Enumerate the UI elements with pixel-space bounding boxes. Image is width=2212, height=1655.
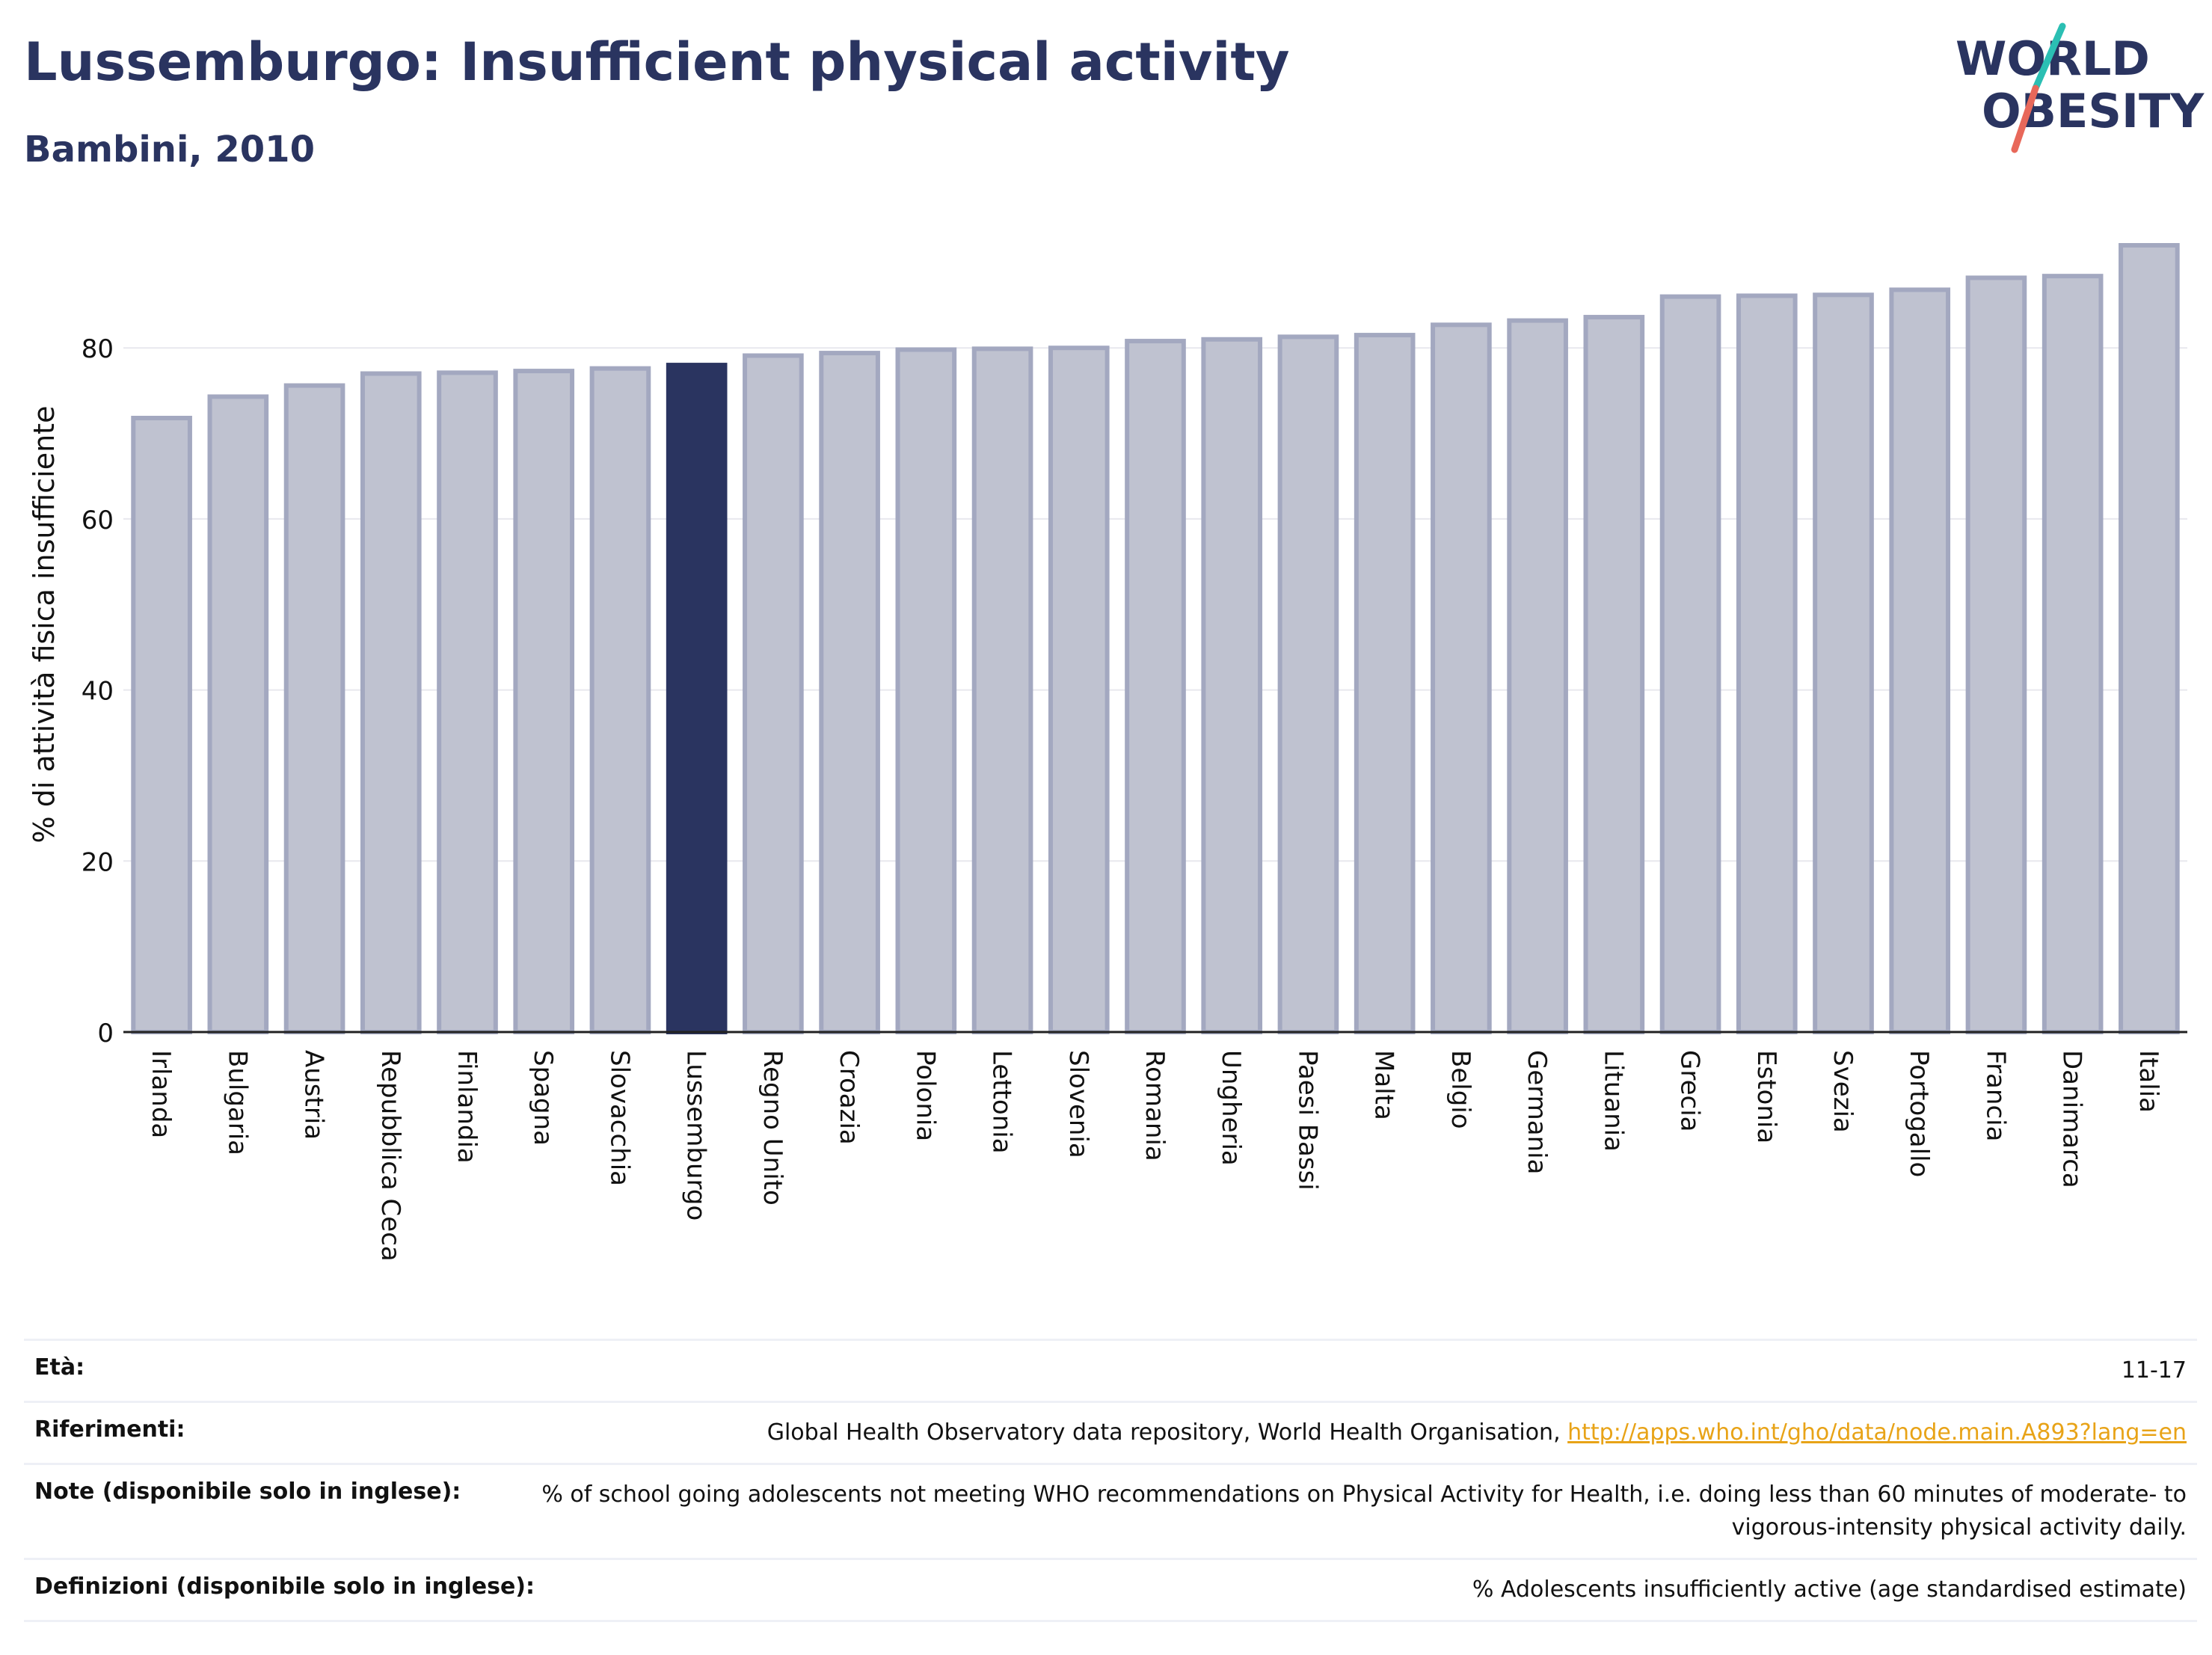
y-axis-label: % di attività fisica insufficiente [28,406,61,844]
x-tick-label: Finlandia [452,1050,482,1164]
x-tick-label: Slovenia [1063,1050,1093,1158]
info-value-text: % Adolescents insufficiently active (age… [1472,1576,2187,1603]
x-tick-label: Polonia [910,1050,940,1141]
bar-lettonia [971,346,1033,1035]
bar-svezia [1813,292,1874,1035]
info-value-text: Global Health Observatory data repositor… [766,1419,1568,1446]
chart-subtitle: Bambini, 2010 [24,129,315,171]
info-row: Note (disponibile solo in inglese): % of … [24,1463,2197,1558]
bar-romania [1125,339,1186,1034]
info-value-text: 11-17 [2121,1357,2187,1384]
bar-bulgaria [207,394,269,1034]
y-tick-label: 0 [97,1019,114,1048]
x-tick-label: Ungheria [1216,1050,1246,1166]
bar-grecia [1659,294,1721,1034]
bar-malta [1354,333,1416,1034]
y-tick-label: 40 [82,677,114,707]
bar-irlanda [131,415,192,1034]
info-value: Global Health Observatory data repositor… [767,1416,2187,1449]
x-tick-label: Repubblica Ceca [375,1050,405,1262]
bar-slovacchia [589,366,651,1034]
chart-title: Lussemburgo: Insufficient physical activ… [24,31,1290,93]
bar-chart: 0 20 40 60 80 Irlanda Bulgaria Austria Repubblic… [28,243,2187,1262]
x-tick-label: Lussemburgo [681,1050,711,1220]
bar-estonia [1736,293,1798,1034]
x-tick-label: Danimarca [2057,1050,2087,1188]
info-value: 11-17 [2122,1354,2187,1387]
info-row: Riferimenti: Global Health Observatory da… [24,1401,2197,1463]
bar-portogallo [1889,287,1951,1034]
info-label: Definizioni (disponibile solo in inglese… [34,1573,535,1600]
info-value: % Adolescents insufficiently active (age… [1472,1573,2187,1606]
logo-slash-top [2032,22,2066,92]
info-row: Definizioni (disponibile solo in inglese… [24,1558,2197,1622]
bar-ungheria [1201,337,1263,1035]
x-tick-label: Paesi Bassi [1292,1050,1322,1191]
x-tick-label: Spagna [528,1050,558,1146]
bar-finlandia [437,370,498,1035]
info-row: Età: 11-17 [24,1339,2197,1401]
info-value: % of school going adolescents not meetin… [541,1479,2187,1544]
x-tick-label: Estonia [1751,1050,1781,1143]
x-tick-label: Lettonia [987,1050,1017,1154]
bar-lussemburgo [666,363,728,1034]
bar-danimarca [2042,274,2104,1034]
bar-germania [1507,318,1568,1034]
y-tick-label: 80 [82,334,114,364]
bar-polonia [895,347,957,1034]
x-tick-label: Italia [2133,1050,2163,1113]
bar-francia [1965,275,2027,1035]
x-tick-label: Regno Unito [758,1050,787,1206]
info-label: Età: [34,1354,85,1381]
x-tick-label: Croazia [834,1050,864,1145]
x-tick-label: Svezia [1828,1050,1858,1133]
x-tick-label: Romania [1140,1050,1170,1161]
bar-regno-unito [743,353,804,1035]
info-table: Età: 11-17 Riferimenti: Global Health Obser… [24,1339,2197,1622]
info-label: Riferimenti: [34,1416,185,1443]
bar-italia [2119,243,2180,1034]
bars [131,243,2180,1035]
bar-lituania [1583,315,1645,1034]
x-tick-label: Malta [1369,1050,1399,1120]
bar-austria [283,383,345,1034]
x-tick-label: Grecia [1675,1050,1705,1132]
x-tick-label: Francia [1980,1050,2010,1141]
info-value-text: % of school going adolescents not meetin… [541,1481,2187,1541]
y-tick-label: 60 [82,506,114,535]
x-tick-label: Belgio [1446,1050,1475,1129]
y-tick-label: 20 [82,847,114,877]
bar-paesi-bassi [1277,334,1339,1034]
x-tick-label: Bulgaria [222,1050,252,1155]
bar-belgio [1431,322,1492,1034]
x-tick-label: Irlanda [146,1050,176,1138]
x-tick-label: Lituania [1598,1050,1628,1152]
reference-link[interactable]: http://apps.who.int/gho/data/node.main.A… [1567,1419,2187,1446]
bar-repubblica-ceca [360,371,422,1034]
x-tick-label: Germania [1522,1050,1552,1174]
bar-slovenia [1048,346,1110,1034]
axes: 0 20 40 60 80 Irlanda Bulgaria Austria Repubblic… [82,334,2187,1262]
bar-spagna [513,369,575,1034]
bar-croazia [819,351,880,1034]
info-label: Note (disponibile solo in inglese): [34,1479,461,1505]
logo-slash-bottom [2011,85,2039,153]
x-tick-label: Portogallo [1904,1050,1934,1177]
x-tick-label: Slovacchia [604,1050,634,1186]
world-obesity-logo: WORLD OBESITY [1956,22,2205,153]
x-tick-label: Austria [299,1050,329,1140]
